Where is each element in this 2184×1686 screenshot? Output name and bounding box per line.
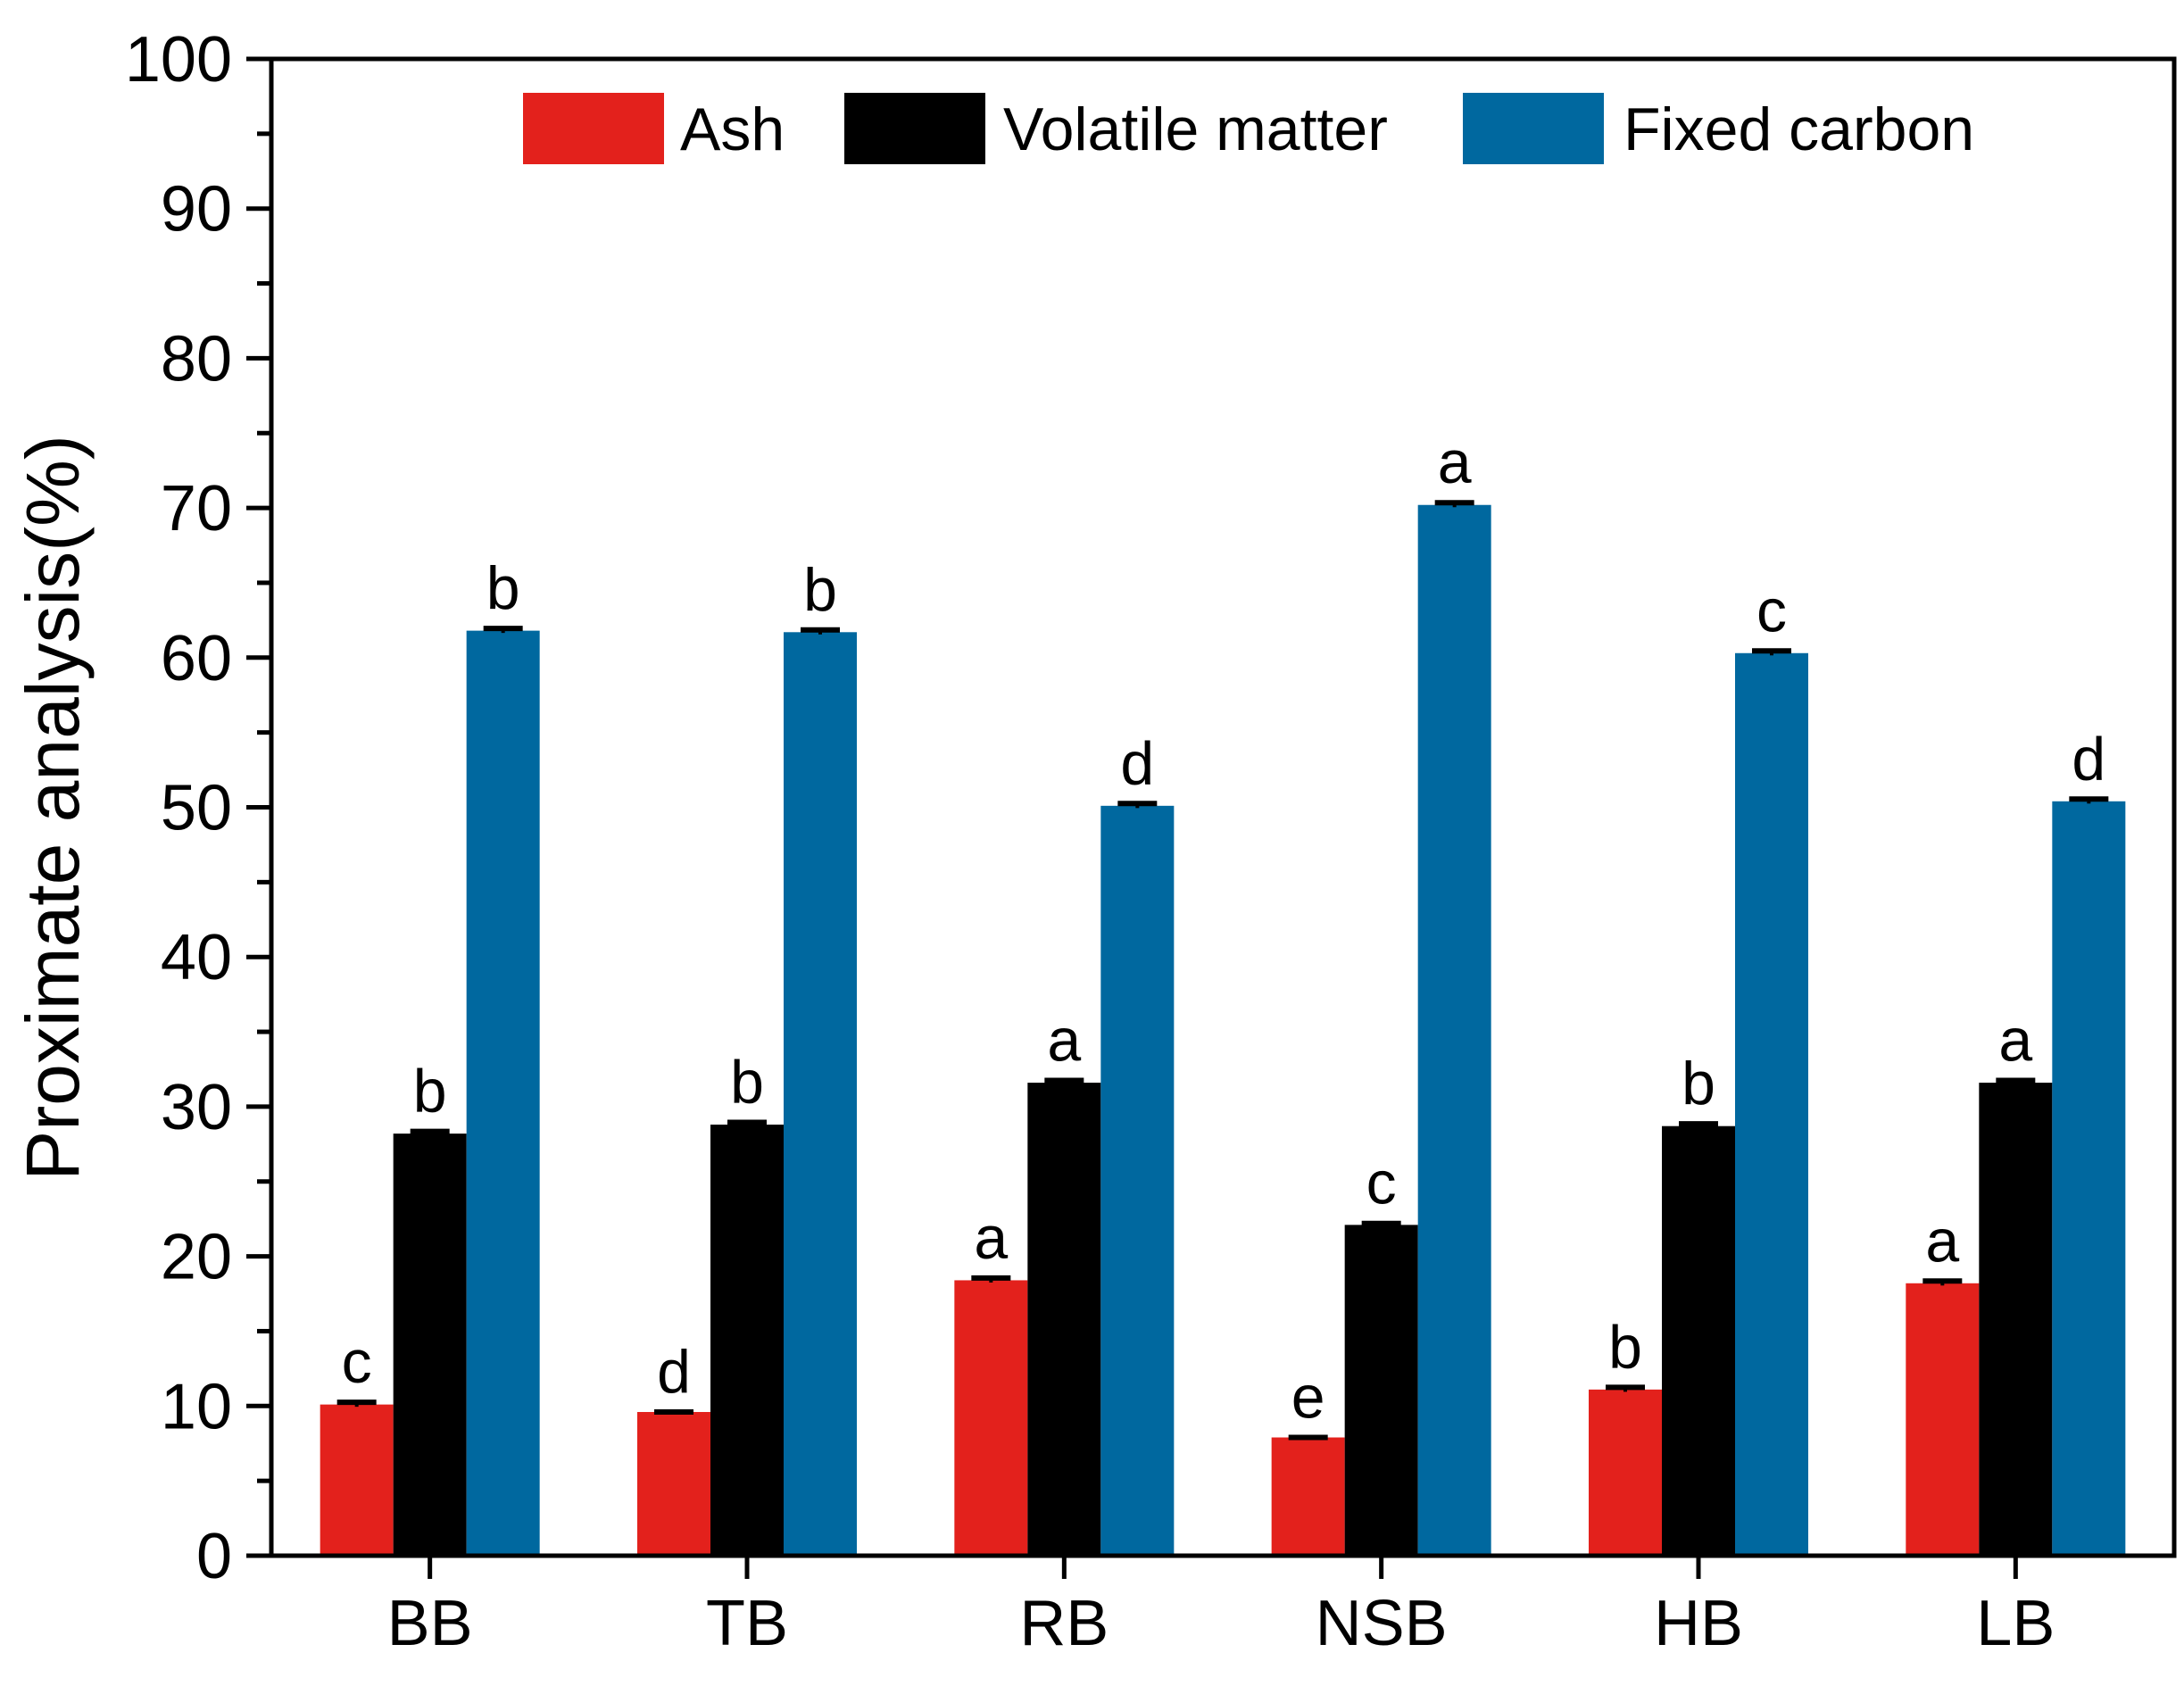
- significance-label: a: [1438, 428, 1472, 496]
- legend-label: Volatile matter: [1003, 96, 1388, 163]
- significance-label: b: [486, 554, 520, 622]
- bar: [1344, 1225, 1418, 1556]
- bar: [954, 1280, 1028, 1556]
- significance-label: d: [1120, 729, 1154, 797]
- bar: [1271, 1437, 1345, 1556]
- bar: [637, 1412, 710, 1556]
- bar: [1100, 805, 1175, 1556]
- y-tick-label: 30: [161, 1072, 232, 1143]
- y-tick-label: 0: [196, 1521, 232, 1592]
- ticks-layer: 0 10 20 30 40 50 60 70 80 90 100 BB TB RB NSB HB LB: [125, 24, 2055, 1659]
- bar: [1735, 652, 1808, 1556]
- y-tick-label: 80: [161, 323, 232, 395]
- x-category-label: BB: [387, 1588, 473, 1659]
- bar: [1979, 1083, 2053, 1556]
- x-category-label: RB: [1019, 1588, 1109, 1659]
- bar: [784, 632, 857, 1556]
- legend-label: Ash: [680, 96, 785, 163]
- y-tick-label: 70: [161, 473, 232, 544]
- legend: Ash Volatile matter Fixed carbon: [523, 93, 1974, 164]
- bar: [1906, 1283, 1980, 1556]
- y-tick-label: 20: [161, 1222, 232, 1293]
- legend-swatch: [1463, 93, 1604, 164]
- significance-label: a: [974, 1204, 1008, 1272]
- bar: [320, 1404, 394, 1556]
- significance-label: a: [1998, 1007, 2032, 1075]
- bar: [466, 630, 540, 1556]
- significance-label: b: [803, 556, 837, 624]
- bars-layer: c b b d b b a a d e c a b b c a a d: [320, 428, 2126, 1556]
- significance-label: d: [2072, 725, 2105, 793]
- y-axis-title: Proximate analysis(%): [11, 435, 95, 1181]
- significance-label: b: [730, 1049, 764, 1117]
- legend-label: Fixed carbon: [1623, 96, 1974, 163]
- bar: [1662, 1125, 1735, 1556]
- significance-label: b: [1682, 1050, 1715, 1117]
- significance-label: c: [342, 1328, 372, 1396]
- x-category-label: TB: [706, 1588, 788, 1659]
- significance-label: d: [657, 1338, 691, 1406]
- bar: [1027, 1083, 1101, 1556]
- bar: [1589, 1389, 1662, 1556]
- plot-frame: [269, 56, 2177, 1558]
- bar: [1417, 504, 1491, 1556]
- y-tick-label: 40: [161, 922, 232, 993]
- x-category-label: NSB: [1316, 1588, 1448, 1659]
- significance-label: a: [1925, 1207, 1959, 1275]
- legend-swatch: [523, 93, 664, 164]
- significance-label: e: [1291, 1364, 1325, 1432]
- legend-swatch: [844, 93, 985, 164]
- y-tick-label: 60: [161, 623, 232, 694]
- x-category-label: LB: [1976, 1588, 2055, 1659]
- bar: [710, 1125, 784, 1556]
- significance-label: a: [1047, 1007, 1081, 1075]
- y-tick-label: 50: [161, 773, 232, 844]
- x-category-label: HB: [1654, 1588, 1743, 1659]
- significance-label: c: [1756, 577, 1787, 644]
- significance-label: b: [413, 1058, 447, 1125]
- significance-label: c: [1366, 1150, 1397, 1217]
- y-tick-label: 100: [125, 24, 232, 96]
- bar: [2052, 801, 2126, 1556]
- significance-label: b: [1608, 1313, 1642, 1381]
- y-tick-label: 90: [161, 174, 232, 245]
- y-tick-label: 10: [161, 1371, 232, 1442]
- bar: [393, 1134, 467, 1556]
